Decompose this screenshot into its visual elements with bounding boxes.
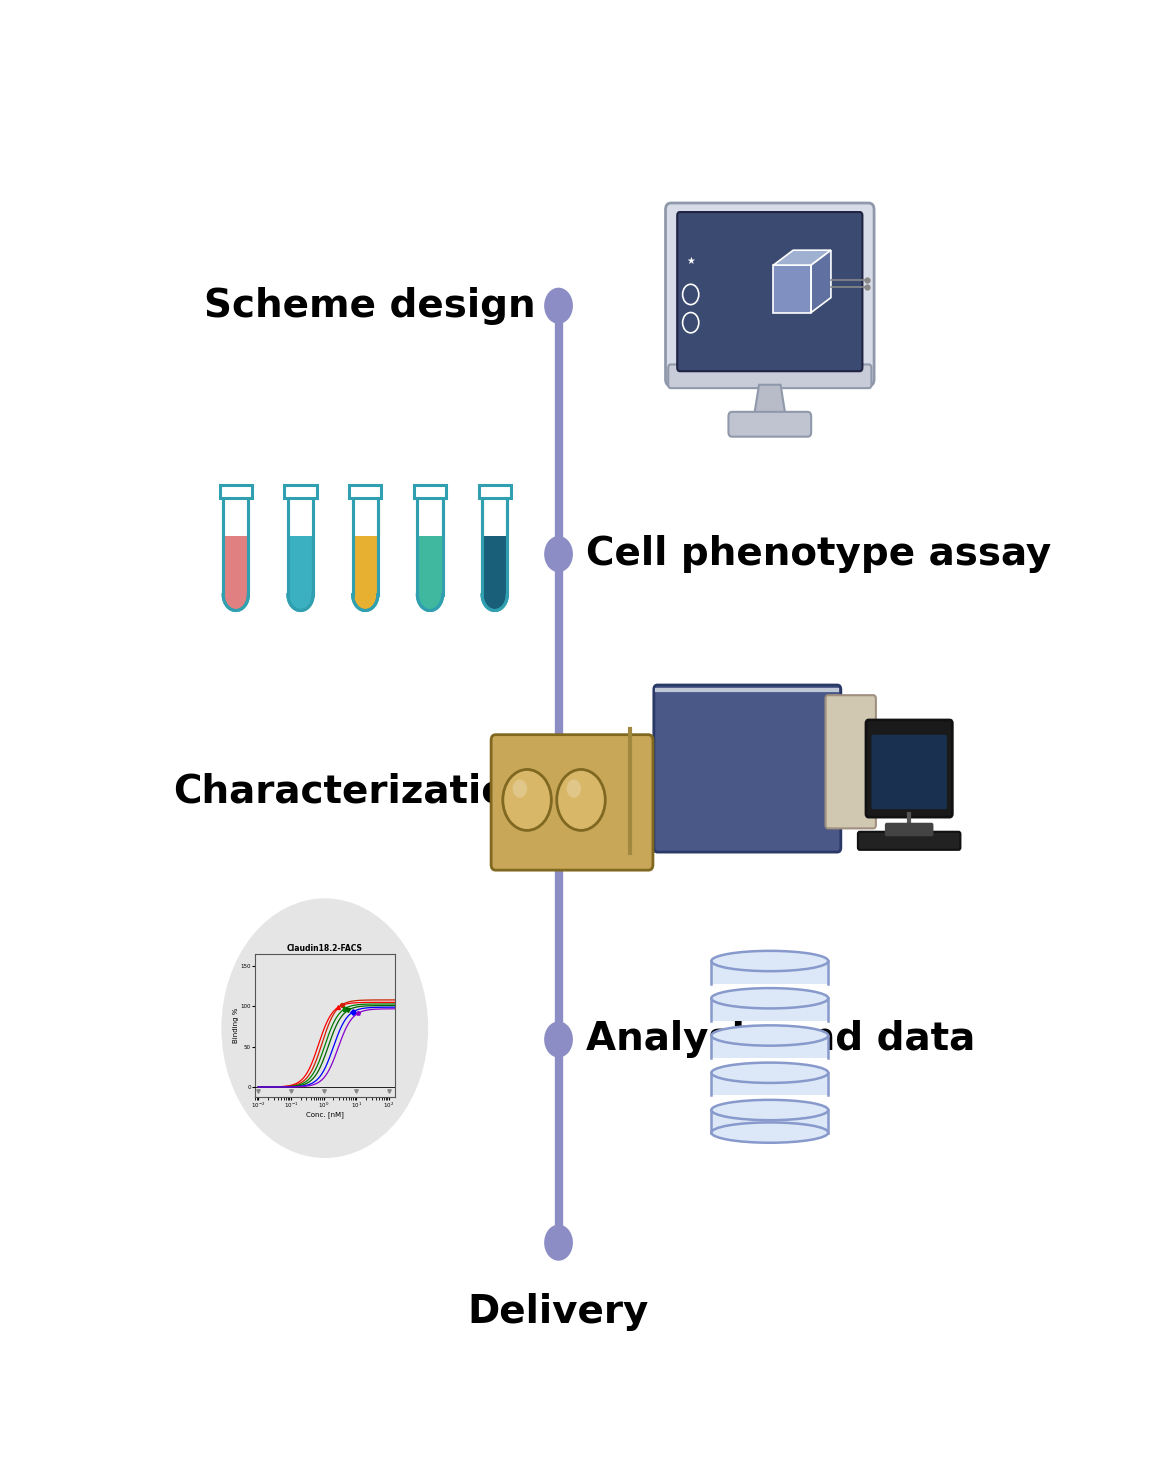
Circle shape (544, 537, 573, 572)
Polygon shape (288, 537, 313, 595)
Polygon shape (711, 1110, 828, 1133)
Polygon shape (284, 485, 317, 497)
FancyBboxPatch shape (728, 412, 811, 437)
Polygon shape (754, 384, 786, 419)
Polygon shape (353, 497, 378, 610)
FancyBboxPatch shape (654, 685, 841, 852)
Polygon shape (418, 537, 443, 595)
Polygon shape (223, 497, 248, 610)
Circle shape (513, 780, 527, 798)
Ellipse shape (711, 988, 828, 1009)
Text: Delivery: Delivery (467, 1293, 650, 1331)
Polygon shape (711, 1035, 828, 1058)
FancyBboxPatch shape (677, 213, 862, 371)
Polygon shape (479, 485, 510, 497)
Circle shape (544, 287, 573, 324)
FancyBboxPatch shape (491, 734, 653, 871)
Circle shape (222, 899, 428, 1158)
Polygon shape (219, 485, 252, 497)
Polygon shape (414, 485, 447, 497)
Circle shape (502, 770, 551, 830)
Y-axis label: Binding %: Binding % (233, 1007, 239, 1042)
Circle shape (544, 773, 573, 809)
Polygon shape (483, 497, 507, 610)
Text: Characterization: Characterization (174, 773, 536, 811)
Text: ★: ★ (687, 255, 695, 265)
Text: Analysis and data: Analysis and data (586, 1020, 974, 1058)
Circle shape (544, 1224, 573, 1261)
Text: Scheme design: Scheme design (204, 287, 536, 325)
Polygon shape (774, 251, 831, 265)
Polygon shape (483, 595, 507, 610)
Polygon shape (353, 595, 378, 610)
Circle shape (566, 780, 581, 798)
Polygon shape (288, 497, 313, 610)
FancyBboxPatch shape (666, 202, 875, 386)
Polygon shape (418, 497, 443, 610)
Polygon shape (223, 595, 248, 610)
FancyBboxPatch shape (826, 695, 876, 828)
Text: Cell phenotype assay: Cell phenotype assay (586, 535, 1051, 573)
Polygon shape (811, 251, 831, 312)
X-axis label: Conc. [nM]: Conc. [nM] (306, 1111, 343, 1119)
FancyBboxPatch shape (867, 720, 952, 817)
Polygon shape (711, 998, 828, 1020)
Polygon shape (223, 537, 248, 595)
Polygon shape (288, 595, 313, 610)
Ellipse shape (711, 1100, 828, 1120)
Polygon shape (483, 537, 507, 595)
Polygon shape (774, 265, 811, 312)
Polygon shape (353, 537, 378, 595)
Polygon shape (711, 962, 828, 984)
Ellipse shape (711, 1123, 828, 1143)
Polygon shape (418, 595, 443, 610)
FancyBboxPatch shape (885, 822, 934, 836)
Polygon shape (711, 1073, 828, 1095)
FancyBboxPatch shape (668, 365, 871, 388)
Title: Claudin18.2-FACS: Claudin18.2-FACS (287, 944, 363, 953)
Circle shape (544, 1022, 573, 1057)
Circle shape (557, 770, 606, 830)
FancyBboxPatch shape (871, 734, 947, 809)
Polygon shape (349, 485, 382, 497)
Ellipse shape (711, 951, 828, 970)
Ellipse shape (711, 1025, 828, 1045)
FancyBboxPatch shape (858, 831, 960, 850)
Ellipse shape (711, 1063, 828, 1083)
